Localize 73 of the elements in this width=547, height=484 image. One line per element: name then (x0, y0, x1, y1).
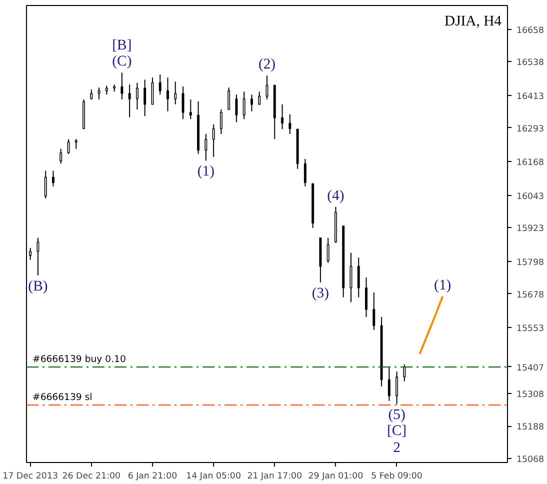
candlestick (189, 98, 192, 120)
candlestick (242, 91, 246, 120)
candlestick (281, 104, 284, 130)
candlestick (220, 108, 222, 134)
x-tick-label: 21 Jan 17:00 (247, 472, 302, 482)
candlestick (36, 237, 40, 276)
x-tick-label: 29 Jan 01:00 (308, 472, 364, 482)
annotation: (5) (388, 407, 406, 424)
annotation: 2 (393, 440, 400, 456)
x-tick-label: 14 Jan 05:00 (186, 472, 241, 482)
candlestick (52, 170, 54, 187)
candlestick (372, 292, 376, 330)
candlestick (228, 87, 230, 110)
y-tick-label: 15068 (516, 454, 544, 465)
candlestick (403, 364, 406, 382)
candlestick (90, 88, 93, 100)
y-tick-label: 15923 (516, 224, 544, 234)
y-tick-label: 16413 (516, 92, 544, 102)
x-tick-label: 6 Jan 21:00 (128, 472, 178, 482)
x-tick-label: 5 Feb 09:00 (371, 472, 422, 482)
candlestick (326, 237, 330, 264)
y-tick-label: 16043 (516, 192, 544, 202)
x-tick-label: 17 Dec 2013 (2, 472, 58, 482)
candlestick (357, 257, 360, 298)
y-tick-label: 15678 (516, 290, 544, 300)
candlestick (166, 77, 169, 112)
candlestick (144, 79, 146, 117)
candlestick (304, 158, 306, 187)
annotation: (C) (112, 54, 132, 70)
y-tick-label: 15798 (516, 258, 544, 268)
candlestick (258, 91, 261, 105)
annotation: (4) (327, 188, 344, 204)
candlestick (350, 252, 352, 303)
y-tick-label: 16293 (516, 124, 544, 134)
candlestick (29, 247, 32, 260)
candlestick (235, 94, 238, 123)
candlestick (98, 87, 100, 100)
candlestick (388, 366, 390, 402)
y-tick-label: 16658 (516, 26, 544, 36)
candlestick (120, 72, 124, 100)
annotation: [C] (387, 423, 407, 440)
candlestick (212, 124, 215, 158)
y-tick-label: 15188 (516, 422, 544, 433)
candlestick (250, 94, 253, 112)
candlestick (136, 82, 138, 110)
candlestick (44, 170, 47, 200)
candlestick (158, 74, 162, 96)
y-tick-label: 15407 (516, 363, 544, 374)
line-series (418, 295, 444, 355)
annotation: (1) (197, 164, 215, 180)
candlestick (288, 114, 292, 134)
y-tick-label: 16168 (516, 158, 544, 168)
candlestick (60, 148, 62, 164)
candlestick (204, 133, 208, 162)
candlestick (128, 84, 131, 118)
y-tick-label: 15553 (516, 324, 544, 334)
text: DJIA, H4 (444, 14, 502, 30)
annotation: (3) (312, 285, 330, 302)
annotation: [B] (112, 38, 132, 54)
ref-line-label: #6666139 sl (32, 392, 92, 404)
ref-line-label: #6666139 buy 0.10 (32, 354, 126, 365)
candlestick (74, 138, 78, 150)
candlestick (174, 81, 177, 105)
y-tick-label: 16538 (516, 58, 544, 68)
candlestick (365, 277, 368, 318)
x-tick-label: 26 Dec 21:00 (62, 472, 121, 482)
candlestick (396, 371, 398, 405)
y-tick-label: 15308 (516, 390, 544, 400)
candlestick (151, 77, 154, 105)
annotation: (2) (258, 56, 276, 73)
annotation: (B) (28, 278, 48, 294)
annotation: (1) (434, 277, 452, 294)
candlestick (182, 86, 184, 120)
